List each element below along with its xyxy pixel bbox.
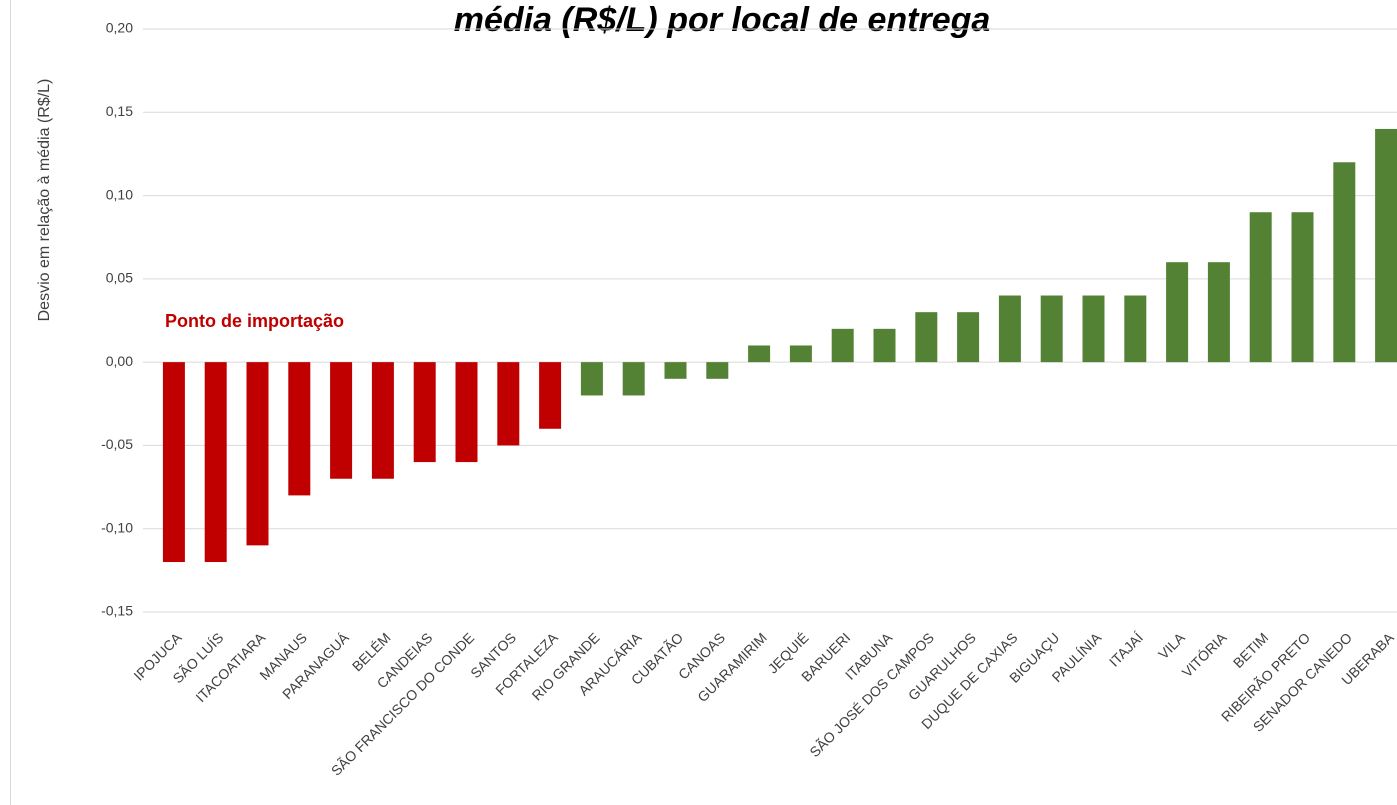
annotation: Ponto de importação bbox=[165, 311, 344, 331]
bar bbox=[580, 362, 603, 396]
x-tick-label: VILA bbox=[1155, 629, 1188, 662]
bar bbox=[1040, 295, 1063, 363]
bar bbox=[162, 362, 185, 563]
bar bbox=[664, 362, 687, 379]
y-tick-label: -0,15 bbox=[101, 603, 133, 619]
bar bbox=[330, 362, 353, 479]
bar bbox=[622, 362, 645, 396]
bar bbox=[873, 328, 896, 363]
bar bbox=[706, 362, 729, 379]
bar bbox=[1124, 295, 1147, 363]
bar bbox=[371, 362, 394, 479]
bar bbox=[539, 362, 562, 429]
bar bbox=[1291, 212, 1314, 363]
bar bbox=[413, 362, 436, 463]
y-tick-label: -0,10 bbox=[101, 519, 133, 535]
bar bbox=[1082, 295, 1105, 363]
bar bbox=[998, 295, 1021, 363]
y-tick-label: 0,20 bbox=[106, 20, 133, 36]
bar bbox=[1333, 162, 1356, 363]
bar bbox=[748, 345, 771, 363]
y-tick-label: 0,15 bbox=[106, 103, 133, 119]
bar bbox=[1375, 128, 1397, 363]
bar bbox=[1166, 262, 1189, 363]
bar bbox=[957, 312, 980, 363]
x-tick-label: VITÓRIA bbox=[1179, 629, 1230, 680]
bar bbox=[831, 328, 854, 363]
y-tick-label: 0,00 bbox=[106, 353, 133, 369]
chart-title: média (R$/L) por local de entrega bbox=[454, 1, 991, 39]
bar bbox=[204, 362, 227, 563]
bar bbox=[288, 362, 311, 496]
bar bbox=[1207, 262, 1230, 363]
y-tick-label: 0,10 bbox=[106, 186, 133, 202]
bar bbox=[455, 362, 478, 463]
bar bbox=[246, 362, 269, 546]
y-tick-label: 0,05 bbox=[106, 270, 133, 286]
y-tick-label: -0,05 bbox=[101, 436, 133, 452]
x-tick-label: ITAJAÍ bbox=[1106, 629, 1146, 669]
bar bbox=[497, 362, 520, 446]
y-axis-label: Desvio em relação à média (R$/L) bbox=[36, 79, 53, 322]
bar bbox=[915, 312, 938, 363]
bar bbox=[789, 345, 812, 363]
bar bbox=[1249, 212, 1272, 363]
